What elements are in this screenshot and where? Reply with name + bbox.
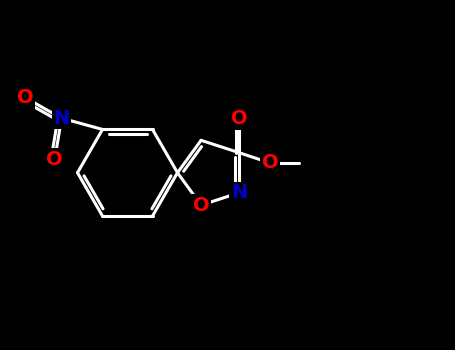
Text: O: O [46,149,63,169]
Text: N: N [231,183,248,202]
Text: N: N [54,109,70,128]
Text: O: O [231,109,248,128]
Text: O: O [193,196,209,215]
Text: O: O [262,153,278,173]
Text: O: O [17,88,34,107]
